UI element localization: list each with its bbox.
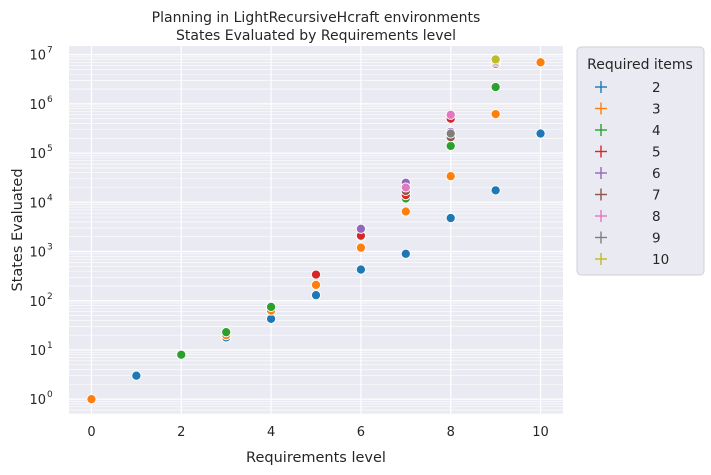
legend-item-6: 6 <box>595 166 661 182</box>
data-point-series-2 <box>131 370 142 381</box>
data-points <box>86 54 546 405</box>
legend-label: 3 <box>652 102 661 118</box>
legend-item-7: 7 <box>595 188 661 204</box>
data-point-series-2 <box>310 290 322 301</box>
legend-label: 10 <box>652 252 669 268</box>
y-tick-label: 10 <box>29 147 46 162</box>
data-point-series-4 <box>445 140 456 151</box>
legend-label: 5 <box>652 145 661 161</box>
data-point-series-2 <box>400 248 411 259</box>
data-point-series-9 <box>445 128 456 139</box>
data-point-series-3 <box>400 206 411 217</box>
legend-label: 7 <box>652 188 661 204</box>
legend-item-8: 8 <box>595 209 661 225</box>
chart-title-line-2: States Evaluated by Requirements level <box>176 28 456 44</box>
y-tick-exponent: 2 <box>47 292 53 302</box>
y-tick-exponent: 1 <box>47 341 53 351</box>
y-tick-label: 10 <box>29 196 46 211</box>
data-point-series-10 <box>490 54 501 65</box>
x-tick-label: 6 <box>357 425 365 440</box>
y-tick-exponent: 5 <box>47 144 53 154</box>
data-point-series-3 <box>535 57 546 68</box>
legend-item-3: 3 <box>595 102 661 118</box>
legend-box <box>576 46 705 276</box>
y-tick-exponent: 6 <box>47 95 53 105</box>
y-tick-exponent: 4 <box>47 193 53 203</box>
legend-title: Required items <box>587 57 693 73</box>
y-tick-exponent: 0 <box>47 390 53 400</box>
data-point-series-3 <box>310 279 322 290</box>
data-point-series-6 <box>355 223 366 234</box>
chart-title-line-1: Planning in LightRecursiveHcraft environ… <box>152 10 481 26</box>
data-point-series-3 <box>355 242 366 253</box>
data-point-series-8 <box>445 109 456 120</box>
legend-label: 8 <box>652 209 661 225</box>
y-tick-label: 10 <box>29 393 46 408</box>
legend-items: 2 3 4 5 6 7 8 9 10 <box>595 80 669 268</box>
y-tick-exponent: 7 <box>47 46 53 56</box>
plot-area <box>69 46 563 414</box>
data-point-series-3 <box>445 171 456 182</box>
y-axis-label: States Evaluated <box>10 168 26 291</box>
y-tick-label: 10 <box>29 246 46 261</box>
legend-item-5: 5 <box>595 145 661 161</box>
data-point-series-2 <box>490 185 501 196</box>
data-point-series-8 <box>400 182 411 193</box>
data-point-series-4 <box>221 327 232 338</box>
x-tick-label: 8 <box>447 425 455 440</box>
legend-label: 4 <box>652 123 661 139</box>
x-axis-label: Requirements level <box>246 450 386 466</box>
x-tick-label: 2 <box>177 425 185 440</box>
data-point-series-2 <box>445 212 456 224</box>
legend: Required items 2 3 4 5 6 7 8 9 10 <box>576 46 705 276</box>
y-tick-label: 10 <box>29 344 46 359</box>
y-tick-label: 10 <box>29 295 46 310</box>
x-tick-label: 0 <box>87 425 95 440</box>
legend-item-4: 4 <box>595 123 661 139</box>
data-point-series-4 <box>266 301 277 312</box>
y-tick-label: 10 <box>29 49 46 64</box>
legend-label: 9 <box>652 231 661 247</box>
grid-lines <box>69 46 563 415</box>
data-point-series-2 <box>535 128 546 139</box>
legend-item-9: 9 <box>595 231 661 247</box>
legend-label: 6 <box>652 166 661 182</box>
legend-item-2: 2 <box>595 80 661 96</box>
data-point-series-4 <box>490 81 501 93</box>
y-tick-label: 10 <box>29 98 46 113</box>
x-tick-label: 10 <box>532 425 549 440</box>
x-tick-label: 4 <box>267 425 275 440</box>
data-point-series-4 <box>176 349 187 360</box>
data-point-series-3 <box>86 394 97 405</box>
data-point-series-5 <box>310 269 322 280</box>
legend-label: 2 <box>652 80 661 96</box>
data-point-series-2 <box>355 264 366 275</box>
y-tick-exponent: 3 <box>47 243 53 253</box>
legend-item-10: 10 <box>595 252 669 268</box>
data-point-series-3 <box>490 109 501 120</box>
x-tick-labels: 0 2 4 6 8 10 <box>87 425 549 440</box>
